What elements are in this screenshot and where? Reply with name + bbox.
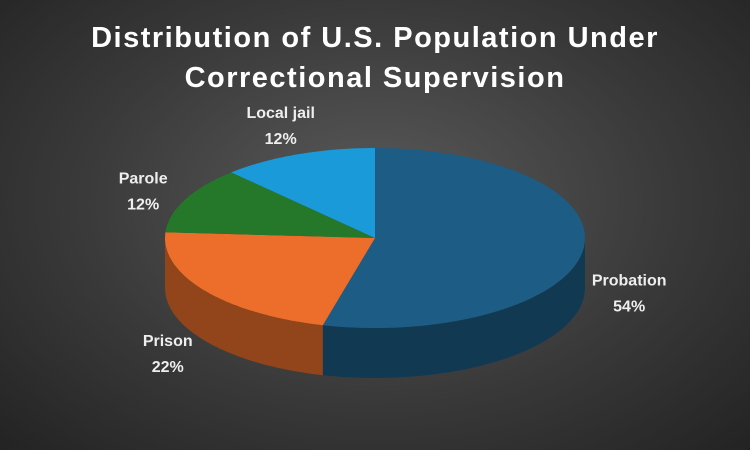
slice [165,232,375,326]
slice-label: Parole [119,171,168,188]
slice-value-label: 22% [152,359,184,376]
slice-value-label: 12% [127,197,159,214]
slice-label: Local jail [246,105,314,122]
slice-value-label: 12% [265,131,297,148]
slice-side [322,238,585,378]
slice [165,172,375,238]
slice-label: Probation [592,273,667,290]
slice-value-label: 54% [613,299,645,316]
chart-title: Distribution of U.S. Population Under Co… [91,22,659,94]
slice-label: Prison [143,333,193,350]
slice [322,148,585,328]
slice [231,148,375,238]
slice-side [165,238,323,376]
